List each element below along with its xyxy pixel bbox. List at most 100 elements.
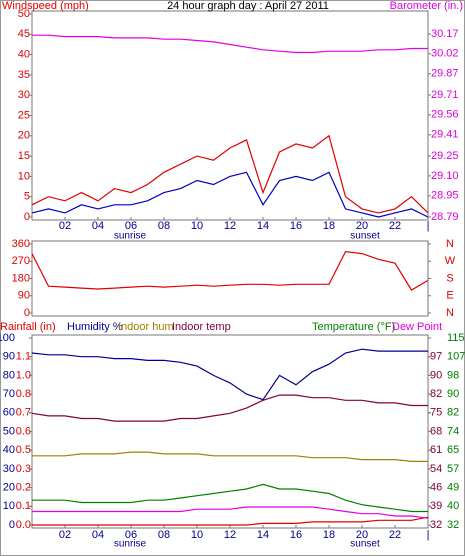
series-line xyxy=(31,134,429,214)
legend-entry: Temperature (°F) xyxy=(312,321,395,333)
y2-tick-label: 29.71 xyxy=(431,89,459,101)
y2-tick-label: 29.56 xyxy=(431,109,459,121)
y2-tick-label: 29.25 xyxy=(431,150,459,162)
y2-tick-label: N xyxy=(446,238,454,250)
legend-entry: Indoor hum xyxy=(118,321,174,333)
chart-title: 24 hour graph day : April 27 2011 xyxy=(167,0,329,12)
y-tick-label: 30 xyxy=(18,89,30,101)
series-line xyxy=(32,34,428,54)
y-tick-label: 90 xyxy=(18,290,30,302)
series-line xyxy=(31,394,428,422)
y-tick-label: 15 xyxy=(18,150,30,162)
x-tick-label: 14 xyxy=(257,529,269,541)
legend-entry: Indoor temp xyxy=(172,321,231,333)
y2-tick-label: 0.3 xyxy=(16,463,31,475)
y-tick-label: 25 xyxy=(18,109,30,121)
x-tick-label: 02 xyxy=(59,220,71,232)
series-line xyxy=(32,451,428,462)
y4-tick-label: 82 xyxy=(447,407,459,419)
legend-entry: Rainfall (in) xyxy=(0,321,56,333)
series-line xyxy=(32,506,429,519)
y-tick-label: 0 xyxy=(24,307,30,319)
x-tick-label: 10 xyxy=(191,529,203,541)
x-tick-label: 12 xyxy=(224,220,236,232)
y2-tick-label: 28.95 xyxy=(431,190,459,202)
y3-tick-label: 97 xyxy=(430,351,442,363)
y-tick-label: 20 xyxy=(18,130,30,142)
annotation: sunset xyxy=(350,539,380,550)
y3-tick-label: 54 xyxy=(430,463,442,475)
x-tick-label: 02 xyxy=(59,529,71,541)
x-tick-label: 22 xyxy=(389,529,401,541)
x-tick-label: 22 xyxy=(389,220,401,232)
y4-tick-label: 40 xyxy=(447,500,459,512)
y2-tick-label: N xyxy=(446,307,454,319)
y2-tick-label: 0.6 xyxy=(16,425,31,437)
y3-tick-label: 32 xyxy=(430,519,442,531)
y3-tick-label: 75 xyxy=(430,407,442,419)
annotation: sunrise xyxy=(114,539,147,550)
y3-tick-label: 39 xyxy=(430,500,442,512)
x-tick-label: | xyxy=(427,529,430,541)
y2-tick-label: 1.0 xyxy=(16,369,31,381)
y4-tick-label: 107 xyxy=(447,351,465,363)
y4-tick-label: 115 xyxy=(447,332,465,344)
y3-tick-label: 46 xyxy=(430,482,442,494)
y-tick-label: 45 xyxy=(18,28,30,40)
y2-tick-label: 1.1 xyxy=(16,351,31,363)
x-tick-label: 08 xyxy=(158,529,170,541)
y4-tick-label: 32 xyxy=(447,519,459,531)
y4-tick-label: 74 xyxy=(447,425,459,437)
y2-tick-label: 0.5 xyxy=(16,444,31,456)
y4-tick-label: 90 xyxy=(447,388,459,400)
y3-tick-label: 61 xyxy=(430,444,442,456)
legend-entry: Dew Point xyxy=(392,321,442,333)
y2-tick-label: 28.79 xyxy=(431,211,459,223)
y2-tick-label: 29.41 xyxy=(431,129,459,141)
x-tick-label: 06 xyxy=(125,220,137,232)
legend-entry: Humidity % xyxy=(67,321,123,333)
y-tick-label: 50 xyxy=(18,8,30,20)
x-tick-label: 12 xyxy=(224,529,236,541)
x-tick-label: 20 xyxy=(356,220,368,232)
y-tick-label: 30 xyxy=(3,463,15,475)
y-tick-label: 80 xyxy=(3,369,15,381)
y3-tick-label: 90 xyxy=(430,369,442,381)
y-tick-label: 35 xyxy=(18,69,30,81)
y-tick-label: 70 xyxy=(3,388,15,400)
y-tick-label: 40 xyxy=(3,444,15,456)
y-tick-label: 0 xyxy=(24,211,30,223)
series-line xyxy=(31,348,428,401)
y4-tick-label: 57 xyxy=(447,463,459,475)
y2-tick-label: 0.0 xyxy=(16,519,31,531)
y2-tick-label: 0.1 xyxy=(16,500,31,512)
y-tick-label: 100 xyxy=(0,332,15,344)
annotation: sunrise xyxy=(114,231,147,242)
x-tick-label: 08 xyxy=(158,220,170,232)
y-axis-label: Windspeed (mph) xyxy=(2,0,89,12)
y-tick-label: 90 xyxy=(3,351,15,363)
y4-tick-label: 65 xyxy=(447,444,459,456)
y2-tick-label: 30.17 xyxy=(431,28,459,40)
x-tick-label: 04 xyxy=(92,529,104,541)
y-tick-label: 180 xyxy=(12,272,30,284)
series-line xyxy=(31,251,429,291)
y2-tick-label: S xyxy=(446,272,453,284)
y3-tick-label: 68 xyxy=(430,425,442,437)
y2-axis-label: Barometer (in.) xyxy=(390,0,463,12)
series-line xyxy=(32,516,429,526)
x-tick-label: 18 xyxy=(323,529,335,541)
y-tick-label: 10 xyxy=(3,500,15,512)
x-tick-label: 16 xyxy=(290,220,302,232)
x-tick-label: 04 xyxy=(92,220,104,232)
y-tick-label: 0 xyxy=(9,519,15,531)
y-tick-label: 10 xyxy=(18,170,30,182)
y2-tick-label: E xyxy=(446,290,453,302)
x-tick-label: 18 xyxy=(323,220,335,232)
y4-tick-label: 98 xyxy=(447,369,459,381)
x-tick-label: 10 xyxy=(191,220,203,232)
x-tick-label: 16 xyxy=(290,529,302,541)
x-tick-label: 20 xyxy=(356,529,368,541)
series-line xyxy=(31,171,429,218)
